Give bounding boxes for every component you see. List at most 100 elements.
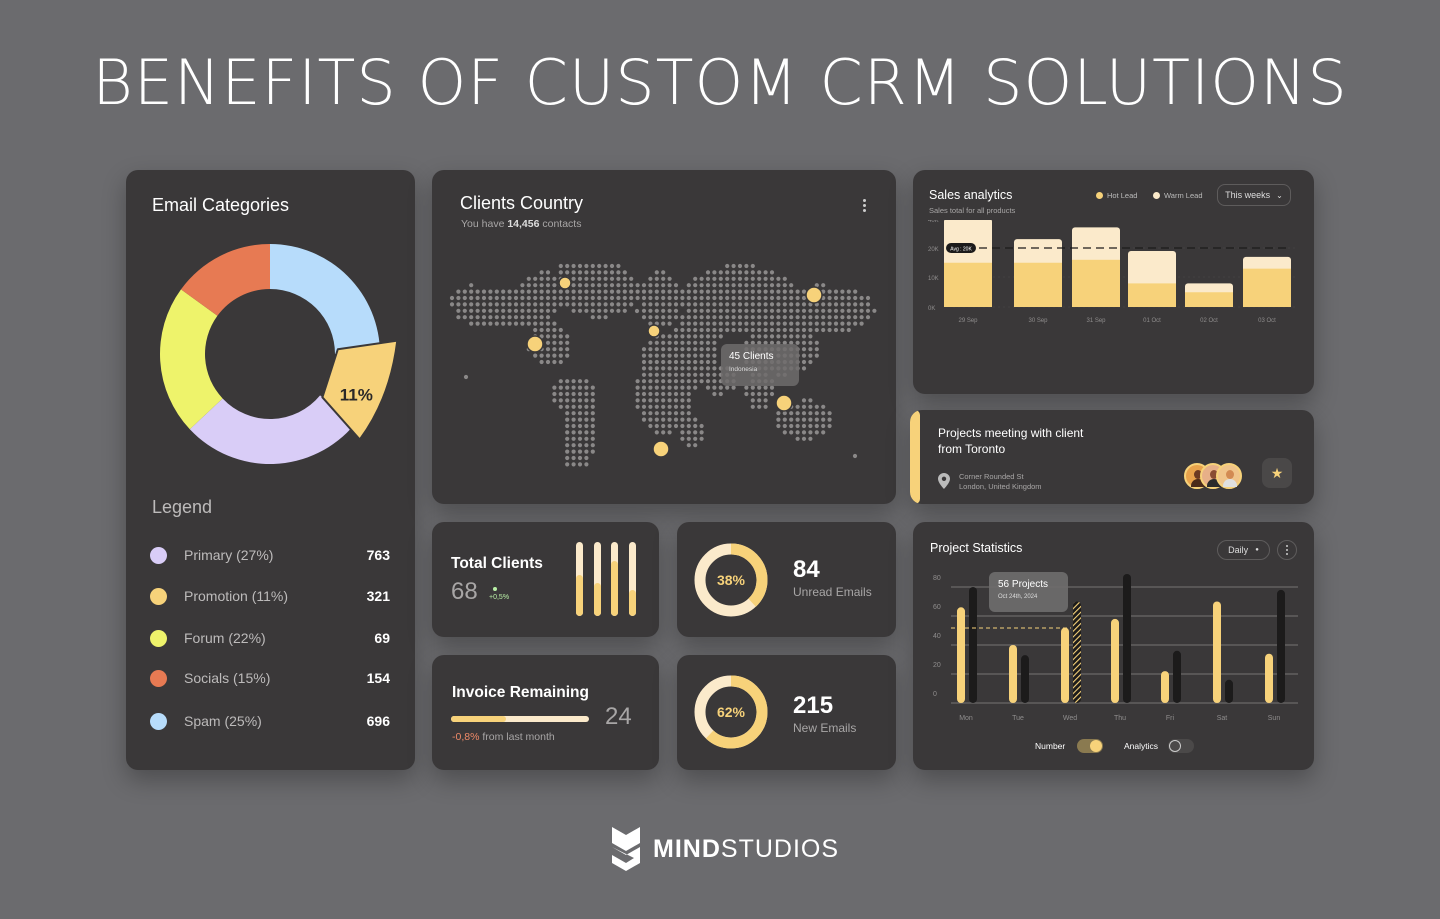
map-dot [795, 289, 800, 294]
bar-warm-lead[interactable] [1014, 239, 1062, 267]
map-dot [462, 315, 467, 320]
map-dot [686, 347, 691, 352]
project-tooltip-title: 56 Projects [998, 579, 1049, 590]
more-vertical-icon[interactable] [860, 198, 868, 216]
map-dot [622, 289, 627, 294]
map-dot [795, 436, 800, 441]
legend-item[interactable]: Forum (22%) 69 [150, 627, 390, 649]
map-dot [718, 391, 723, 397]
star-button[interactable]: ★ [1262, 458, 1292, 488]
map-dot [469, 302, 474, 307]
map-dot [763, 302, 768, 307]
map-dot [577, 385, 583, 390]
bar-hot-lead[interactable] [1243, 268, 1291, 307]
meeting-title: Projects meeting with client from Toronto [938, 426, 1084, 456]
bar-hot-lead[interactable] [1014, 262, 1062, 307]
bar-analytics[interactable] [969, 587, 977, 703]
map-dot [648, 417, 653, 422]
legend-item[interactable]: Spam (25%) 696 [150, 710, 390, 732]
bar-number[interactable] [1265, 653, 1273, 703]
client-location-marker[interactable] [647, 324, 661, 338]
bar-warm-lead[interactable] [1128, 250, 1176, 288]
map-dot [693, 289, 698, 294]
map-dot [641, 366, 647, 371]
map-dot [776, 308, 781, 313]
map-dot [680, 359, 685, 365]
bar-number[interactable] [1009, 645, 1017, 703]
map-dot [565, 455, 570, 461]
client-location-marker[interactable] [526, 335, 544, 353]
bar-analytics[interactable] [1073, 601, 1081, 704]
map-dot [667, 308, 672, 313]
meeting-card[interactable]: Projects meeting with client from Toronto… [910, 410, 1314, 504]
map-dot [507, 295, 512, 301]
map-dot [789, 423, 794, 429]
map-dot [501, 302, 506, 307]
map-dot [801, 423, 807, 429]
donut-slice-promotion[interactable] [321, 339, 399, 441]
bar-number[interactable] [957, 607, 965, 703]
map-dot [654, 391, 659, 397]
map-dot [654, 308, 659, 313]
map-dot [488, 321, 493, 326]
donut-slice-socials[interactable] [181, 244, 270, 316]
map-dot [667, 359, 672, 365]
bar-number[interactable] [1213, 601, 1221, 704]
map-dot [693, 443, 698, 448]
bar-number[interactable] [1111, 618, 1119, 703]
donut-slice-spam[interactable] [270, 244, 380, 354]
client-location-marker[interactable] [775, 394, 793, 412]
map-dot [539, 270, 544, 275]
map-dot [712, 308, 717, 313]
map-dot [808, 359, 813, 365]
bar-analytics[interactable] [1225, 679, 1233, 703]
map-dot [840, 295, 845, 301]
map-dot [558, 263, 563, 269]
map-dot [731, 289, 736, 294]
period-select[interactable]: This weeks ⌄ [1217, 184, 1291, 206]
daily-select-label: Daily [1228, 545, 1249, 555]
map-dot [462, 302, 467, 307]
bar-hot-lead[interactable] [1072, 259, 1120, 307]
bar-warm-lead[interactable] [1072, 227, 1120, 264]
bar-hot-lead[interactable] [944, 262, 992, 307]
legend-item[interactable]: Promotion (11%) 321 [150, 585, 390, 607]
map-dot [648, 340, 653, 345]
toggle-number[interactable] [1077, 739, 1103, 753]
bar-hot-lead[interactable] [1128, 283, 1176, 307]
map-dot [808, 321, 813, 326]
bar-hot-lead[interactable] [1185, 292, 1233, 307]
map-dot [686, 289, 691, 294]
client-location-marker[interactable] [558, 276, 572, 290]
client-location-marker[interactable] [805, 286, 823, 304]
map-dot [520, 308, 525, 313]
bar-analytics[interactable] [1021, 655, 1029, 703]
map-dot [821, 302, 826, 307]
bar-analytics[interactable] [1277, 589, 1285, 703]
map-dot [705, 283, 711, 288]
client-location-marker[interactable] [652, 440, 670, 458]
legend-item[interactable]: Socials (15%) 154 [150, 667, 390, 689]
donut-slice-forum[interactable] [159, 289, 223, 430]
bar-number[interactable] [1161, 671, 1169, 703]
toggle-analytics[interactable] [1168, 739, 1194, 753]
map-dot [731, 263, 736, 269]
bar-number[interactable] [1061, 627, 1069, 703]
donut-slice-primary[interactable] [189, 395, 355, 464]
map-dot [673, 385, 679, 390]
bar-analytics[interactable] [1173, 650, 1181, 703]
map-dot [693, 436, 698, 441]
map-dot [571, 455, 576, 461]
map-dot [750, 283, 755, 288]
map-dot [705, 340, 711, 345]
map-dot [693, 340, 698, 345]
map-dot [654, 270, 659, 275]
legend-item[interactable]: Primary (27%) 763 [150, 544, 390, 566]
bar-analytics[interactable] [1123, 573, 1131, 703]
more-vertical-icon[interactable] [1277, 540, 1297, 560]
map-dot [859, 295, 864, 301]
map-dot [853, 321, 858, 326]
map-dot [469, 308, 474, 313]
map-dot [725, 263, 730, 269]
daily-select[interactable]: Daily ● [1217, 540, 1270, 560]
